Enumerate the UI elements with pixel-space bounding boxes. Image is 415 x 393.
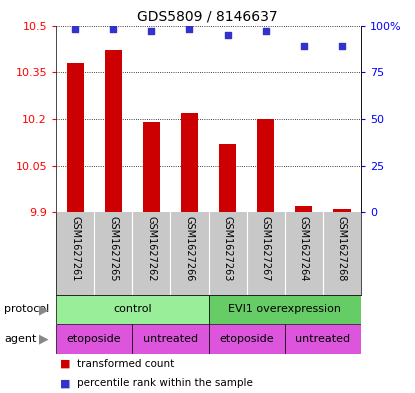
Text: untreated: untreated [143, 334, 198, 344]
Bar [132, 324, 209, 354]
Text: GSM1627262: GSM1627262 [146, 216, 156, 282]
Text: etoposide: etoposide [67, 334, 122, 344]
Point [110, 26, 117, 32]
Bar [257, 119, 274, 212]
Point [224, 32, 231, 38]
Text: untreated: untreated [295, 334, 351, 344]
Bar [181, 113, 198, 212]
Point [186, 26, 193, 32]
Text: ■: ■ [60, 378, 71, 388]
Text: GSM1627261: GSM1627261 [70, 216, 80, 282]
Bar [105, 50, 122, 212]
Text: EVI1 overexpression: EVI1 overexpression [228, 305, 341, 314]
Text: ▶: ▶ [39, 332, 49, 345]
Bar [333, 209, 351, 212]
Text: GSM1627265: GSM1627265 [108, 216, 118, 282]
Text: GSM1627266: GSM1627266 [185, 216, 195, 282]
Text: GSM1627268: GSM1627268 [337, 216, 347, 282]
Text: control: control [113, 305, 151, 314]
Bar [219, 144, 236, 212]
Bar [56, 295, 209, 324]
Text: GSM1627267: GSM1627267 [261, 216, 271, 282]
Bar [209, 295, 361, 324]
Bar [143, 122, 160, 212]
Point [339, 43, 345, 49]
Bar [285, 324, 361, 354]
Bar [295, 206, 312, 212]
Text: percentile rank within the sample: percentile rank within the sample [77, 378, 253, 388]
Text: ▶: ▶ [39, 303, 49, 316]
Text: protocol: protocol [4, 305, 49, 314]
Bar [66, 63, 84, 212]
Point [262, 28, 269, 34]
Text: ■: ■ [60, 358, 71, 369]
Text: GDS5809 / 8146637: GDS5809 / 8146637 [137, 10, 278, 24]
Point [300, 43, 307, 49]
Text: agent: agent [4, 334, 37, 344]
Point [72, 26, 78, 32]
Bar [209, 324, 285, 354]
Bar [56, 324, 132, 354]
Point [148, 28, 155, 34]
Text: etoposide: etoposide [220, 334, 274, 344]
Text: GSM1627263: GSM1627263 [222, 216, 232, 282]
Text: transformed count: transformed count [77, 358, 174, 369]
Text: GSM1627264: GSM1627264 [299, 216, 309, 282]
